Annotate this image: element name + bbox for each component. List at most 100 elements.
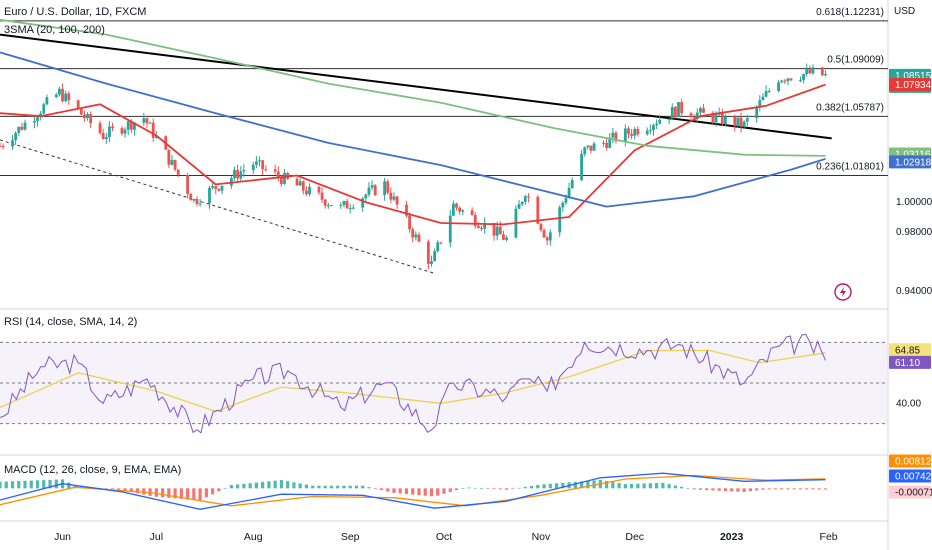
macd-line[interactable] bbox=[0, 472, 826, 510]
sma-indicator-label[interactable]: 3SMA (20, 100, 200) bbox=[4, 24, 105, 36]
candle-body[interactable] bbox=[126, 121, 130, 130]
macd-histogram-bar[interactable] bbox=[0, 481, 2, 489]
macd-histogram-bar[interactable] bbox=[198, 488, 202, 501]
candle-body[interactable] bbox=[439, 242, 443, 244]
macd-histogram-bar[interactable] bbox=[536, 484, 540, 489]
candle-body[interactable] bbox=[592, 143, 596, 151]
macd-histogram-bar[interactable] bbox=[273, 480, 277, 489]
macd-histogram-bar[interactable] bbox=[110, 488, 115, 490]
candle-body[interactable] bbox=[76, 100, 80, 109]
macd-histogram-bar[interactable] bbox=[748, 488, 753, 492]
candle-body[interactable] bbox=[780, 80, 784, 83]
macd-histogram-bar[interactable] bbox=[117, 488, 121, 490]
candle-body[interactable] bbox=[211, 186, 215, 188]
macd-histogram-bar[interactable] bbox=[680, 486, 684, 489]
macd-histogram-bar[interactable] bbox=[711, 488, 715, 491]
candle-body[interactable] bbox=[473, 215, 477, 226]
macd-histogram-bar[interactable] bbox=[723, 488, 728, 492]
macd-histogram-bar[interactable] bbox=[336, 485, 340, 489]
candle-body[interactable] bbox=[714, 114, 718, 123]
macd-histogram-bar[interactable] bbox=[542, 484, 546, 489]
candle-body[interactable] bbox=[36, 117, 39, 121]
candle-body[interactable] bbox=[251, 164, 255, 171]
macd-histogram-bar[interactable] bbox=[367, 487, 371, 489]
macd-histogram-bar[interactable] bbox=[630, 483, 634, 489]
candle-body[interactable] bbox=[623, 128, 627, 142]
candle-body[interactable] bbox=[342, 201, 346, 205]
candle-body[interactable] bbox=[42, 104, 46, 114]
candle-body[interactable] bbox=[652, 125, 655, 131]
candle-body[interactable] bbox=[711, 112, 715, 123]
candle-body[interactable] bbox=[276, 171, 280, 178]
candle-body[interactable] bbox=[104, 137, 108, 139]
candle-body[interactable] bbox=[680, 102, 684, 114]
candle-body[interactable] bbox=[558, 207, 562, 233]
macd-histogram-bar[interactable] bbox=[23, 480, 27, 489]
candle-body[interactable] bbox=[351, 207, 355, 209]
candle-body[interactable] bbox=[261, 160, 265, 170]
candle-body[interactable] bbox=[673, 107, 677, 117]
candle-body[interactable] bbox=[151, 122, 155, 138]
macd-histogram-bar[interactable] bbox=[786, 488, 790, 490]
candle-body[interactable] bbox=[739, 117, 743, 127]
candle-body[interactable] bbox=[98, 123, 102, 134]
candle-body[interactable] bbox=[64, 93, 68, 102]
macd-histogram-bar[interactable] bbox=[286, 481, 290, 489]
candle-body[interactable] bbox=[561, 202, 565, 208]
candle-body[interactable] bbox=[498, 226, 502, 235]
macd-histogram-bar[interactable] bbox=[323, 485, 327, 489]
candle-body[interactable] bbox=[586, 145, 590, 148]
macd-histogram-bar[interactable] bbox=[648, 483, 652, 489]
candle-body[interactable] bbox=[395, 196, 399, 205]
macd-histogram-bar[interactable] bbox=[35, 480, 40, 489]
macd-histogram-bar[interactable] bbox=[479, 488, 484, 489]
candle-body[interactable] bbox=[108, 126, 111, 138]
candle-body[interactable] bbox=[630, 133, 634, 136]
candle-body[interactable] bbox=[283, 172, 286, 184]
candle-body[interactable] bbox=[564, 198, 568, 203]
candle-body[interactable] bbox=[517, 204, 521, 209]
candle-body[interactable] bbox=[614, 132, 618, 142]
candle-body[interactable] bbox=[745, 118, 749, 122]
candle-body[interactable] bbox=[326, 205, 330, 207]
candle-body[interactable] bbox=[655, 123, 659, 126]
candle-body[interactable] bbox=[367, 187, 371, 195]
macd-histogram-bar[interactable] bbox=[242, 483, 246, 489]
candle-body[interactable] bbox=[545, 237, 549, 241]
candle-body[interactable] bbox=[458, 207, 462, 212]
candle-body[interactable] bbox=[733, 116, 737, 127]
candle-body[interactable] bbox=[724, 116, 727, 124]
candle-body[interactable] bbox=[11, 140, 14, 147]
candle-body[interactable] bbox=[824, 74, 827, 76]
candle-body[interactable] bbox=[448, 215, 452, 243]
macd-histogram-bar[interactable] bbox=[148, 488, 152, 496]
macd-histogram-bar[interactable] bbox=[411, 488, 415, 495]
candle-body[interactable] bbox=[476, 225, 480, 228]
candle-body[interactable] bbox=[373, 185, 377, 196]
candle-body[interactable] bbox=[323, 199, 327, 206]
macd-histogram-bar[interactable] bbox=[29, 480, 33, 489]
macd-histogram-bar[interactable] bbox=[823, 488, 828, 490]
candle-body[interactable] bbox=[539, 223, 543, 231]
candle-body[interactable] bbox=[548, 232, 552, 241]
macd-indicator-label[interactable]: MACD (12, 26, close, 9, EMA, EMA) bbox=[4, 464, 182, 476]
macd-histogram-bar[interactable] bbox=[548, 483, 552, 489]
macd-histogram-bar[interactable] bbox=[636, 483, 640, 489]
macd-histogram-bar[interactable] bbox=[173, 488, 177, 499]
candle-body[interactable] bbox=[167, 149, 171, 165]
candle-body[interactable] bbox=[86, 114, 89, 119]
macd-histogram-bar[interactable] bbox=[473, 487, 477, 489]
candle-body[interactable] bbox=[339, 204, 343, 206]
macd-histogram-bar[interactable] bbox=[755, 488, 759, 491]
macd-histogram-bar[interactable] bbox=[448, 488, 452, 492]
macd-histogram-bar[interactable] bbox=[573, 481, 577, 489]
macd-histogram-bar[interactable] bbox=[736, 488, 740, 492]
candle-body[interactable] bbox=[123, 129, 127, 134]
macd-histogram-bar[interactable] bbox=[229, 485, 233, 489]
candle-body[interactable] bbox=[129, 121, 133, 130]
candle-body[interactable] bbox=[808, 69, 812, 74]
macd-histogram-bar[interactable] bbox=[692, 488, 696, 490]
candle-body[interactable] bbox=[502, 234, 505, 240]
candle-body[interactable] bbox=[236, 169, 240, 179]
candle-body[interactable] bbox=[295, 178, 299, 186]
